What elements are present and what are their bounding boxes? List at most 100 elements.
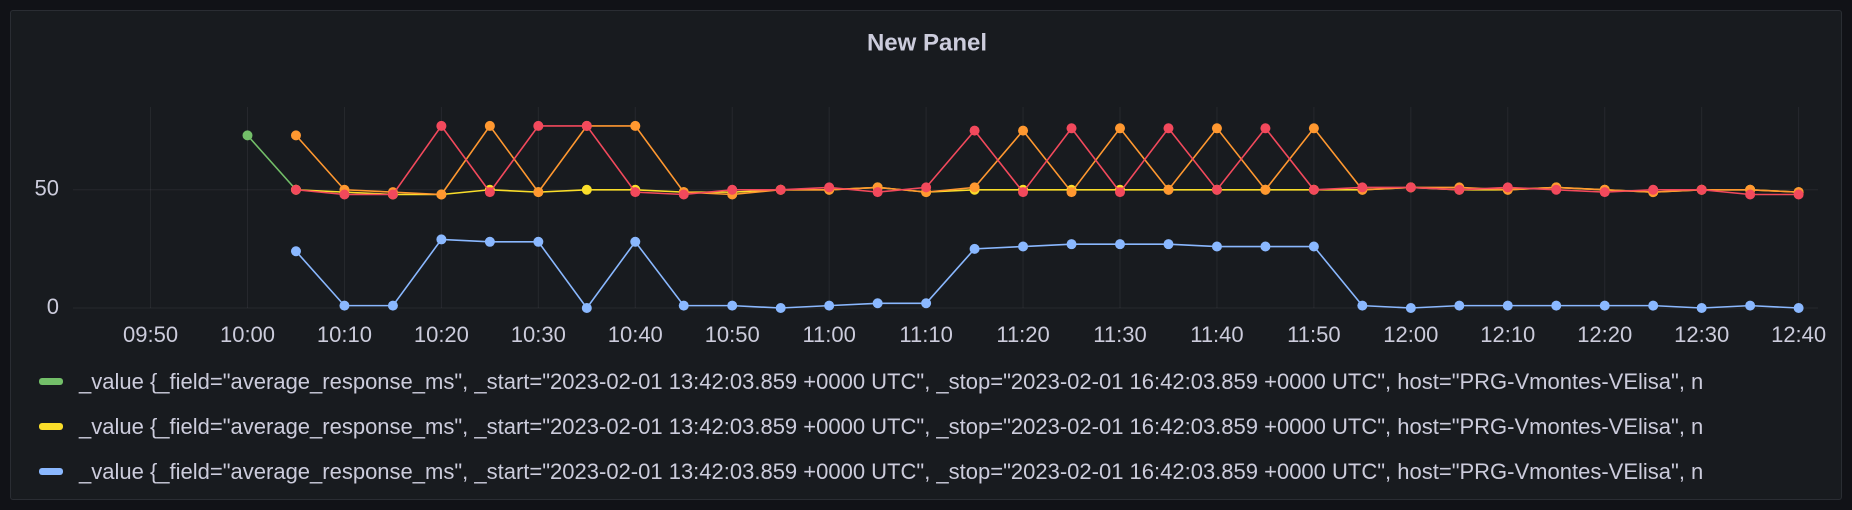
data-point	[1115, 239, 1125, 250]
y-tick-label: 0	[47, 294, 59, 319]
data-point	[484, 120, 495, 131]
data-point	[1599, 187, 1610, 198]
x-tick-label: 10:40	[608, 322, 663, 347]
data-point	[387, 300, 398, 311]
x-tick-label: 09:50	[123, 322, 178, 347]
data-point	[1405, 303, 1416, 313]
data-point	[872, 187, 883, 198]
data-point	[1405, 182, 1416, 193]
data-point	[969, 182, 980, 193]
legend-label: _value {_field="average_response_ms", _s…	[79, 368, 1704, 394]
data-point	[436, 120, 447, 131]
data-point	[484, 236, 495, 247]
data-point	[436, 234, 447, 245]
legend: _value {_field="average_response_ms", _s…	[39, 359, 1841, 494]
data-point	[969, 243, 980, 254]
data-point	[1163, 184, 1174, 195]
data-point	[969, 125, 980, 136]
data-point	[824, 300, 835, 311]
data-point	[1648, 184, 1659, 195]
x-tick-label: 11:20	[996, 322, 1049, 347]
x-tick-label: 12:20	[1577, 322, 1632, 347]
x-tick-label: 11:50	[1287, 322, 1340, 347]
legend-item[interactable]: _value {_field="average_response_ms", _s…	[39, 449, 1841, 494]
series-line	[295, 238, 1799, 310]
panel: New Panel 0 50 09:50 10:00 10:10 10:20 10:30 10…	[10, 10, 1842, 500]
data-point	[1599, 300, 1610, 311]
data-point	[727, 300, 738, 311]
data-point	[339, 189, 350, 200]
legend-swatch	[39, 468, 63, 475]
data-point	[581, 120, 592, 131]
x-tick-label: 10:30	[511, 322, 566, 347]
data-point	[1793, 189, 1804, 200]
data-point	[1696, 303, 1707, 313]
legend-swatch	[39, 378, 63, 385]
data-point	[533, 120, 544, 131]
x-tick-label: 10:20	[414, 322, 469, 347]
data-point	[387, 189, 398, 200]
data-point	[1163, 123, 1174, 134]
data-point	[1260, 184, 1271, 195]
data-point	[630, 187, 641, 198]
data-point	[775, 303, 786, 313]
x-tick-label: 10:10	[317, 322, 372, 347]
x-tick-label: 10:00	[220, 322, 275, 347]
legend-item[interactable]: _value {_field="average_response_ms", _s…	[39, 359, 1841, 404]
data-point	[436, 189, 447, 200]
data-point	[921, 298, 932, 309]
data-point	[1260, 241, 1271, 252]
data-point	[1696, 184, 1707, 195]
data-point	[1018, 187, 1029, 198]
data-point	[1018, 241, 1029, 252]
x-tick-label: 12:30	[1674, 322, 1729, 347]
data-point	[533, 187, 544, 198]
data-point	[630, 236, 641, 247]
data-point	[1745, 189, 1756, 200]
y-tick-label: 50	[35, 176, 59, 201]
x-tick-label: 11:00	[802, 322, 855, 347]
x-tick-label: 11:10	[899, 322, 952, 347]
legend-label: _value {_field="average_response_ms", _s…	[79, 413, 1704, 439]
data-point	[1211, 184, 1222, 195]
data-point	[581, 303, 592, 313]
data-point	[1211, 241, 1222, 252]
data-point	[1115, 187, 1125, 198]
data-point	[824, 182, 835, 193]
data-point	[630, 120, 641, 131]
data-point	[1308, 123, 1319, 134]
data-point	[1793, 303, 1804, 313]
data-point	[339, 300, 350, 311]
legend-swatch	[39, 423, 63, 430]
data-point	[290, 184, 301, 195]
data-point	[1502, 182, 1513, 193]
data-point	[1745, 300, 1756, 311]
x-tick-label: 12:10	[1480, 322, 1535, 347]
data-point	[1648, 300, 1659, 311]
x-tick-label: 12:00	[1383, 322, 1438, 347]
legend-label: _value {_field="average_response_ms", _s…	[79, 458, 1704, 484]
data-point	[484, 187, 495, 198]
data-point	[1163, 239, 1174, 250]
data-point	[1454, 300, 1465, 311]
chart: New Panel 0 50 09:50 10:00 10:10 10:20 10:30 10…	[35, 29, 1827, 347]
data-point	[678, 300, 689, 311]
data-point	[1308, 241, 1319, 252]
x-tick-label: 10:50	[705, 322, 760, 347]
legend-item[interactable]: _value {_field="average_response_ms", _s…	[39, 404, 1841, 449]
chart-title: New Panel	[867, 29, 987, 56]
data-point	[533, 236, 544, 247]
data-point	[242, 130, 253, 141]
data-point	[1066, 123, 1077, 134]
data-point	[290, 130, 301, 141]
x-tick-label: 11:40	[1190, 322, 1243, 347]
data-point	[678, 189, 689, 200]
data-point	[872, 298, 883, 309]
data-point	[1308, 184, 1319, 195]
data-point	[1551, 300, 1562, 311]
series-line	[246, 134, 297, 191]
data-point	[1454, 184, 1465, 195]
data-point	[1066, 239, 1077, 250]
data-point	[1115, 123, 1125, 134]
data-point	[1066, 187, 1077, 198]
